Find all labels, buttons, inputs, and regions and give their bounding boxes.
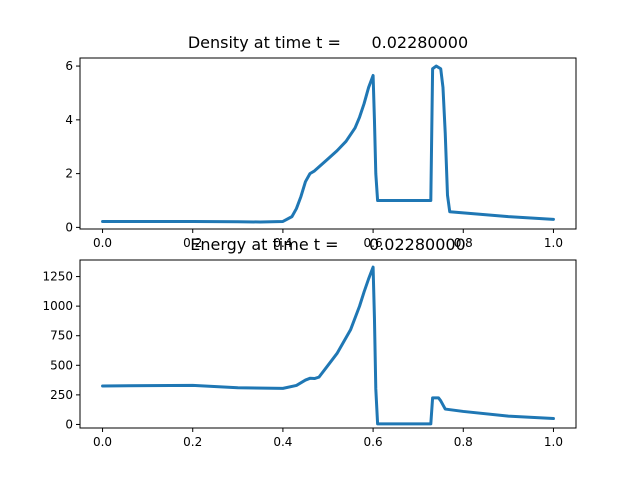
energy-x-tick-label: 0.4 [273,435,292,449]
energy-y-tick-label: 750 [50,329,73,343]
energy-y-tick-label: 1000 [42,299,73,313]
density-chart-title: Density at time t = 0.02280000 [188,33,468,52]
energy-y-tick-label: 0 [65,417,73,431]
density-y-tick-label: 2 [65,167,73,181]
energy-x-tick-label: 0.0 [93,435,112,449]
density-x-axis: 0.0 0.2 0.4 0.6 0.8 1.0 [93,229,563,250]
energy-x-axis: 0.0 0.2 0.4 0.6 0.8 1.0 [93,428,563,449]
energy-x-tick-label: 0.2 [183,435,202,449]
energy-y-axis: 0 250 500 750 1000 1250 [42,270,80,431]
energy-chart-title: Energy at time t = 0.02280000 [190,235,465,254]
density-x-tick-label: 0.8 [454,236,473,250]
energy-y-tick-label: 500 [50,358,73,372]
density-y-tick-label: 6 [65,59,73,73]
density-y-tick-label: 0 [65,220,73,234]
density-series-line [101,64,555,224]
density-x-tick-label: 0.6 [364,236,383,250]
density-axes-frame [79,57,577,230]
energy-chart: 0.0 0.2 0.4 0.6 0.8 1.0 0 250 500 750 1000 1250 En… [42,235,577,449]
density-x-tick-label: 1.0 [544,236,563,250]
energy-x-tick-label: 0.8 [454,435,473,449]
energy-axes-frame [79,259,577,429]
energy-y-tick-label: 1250 [42,270,73,284]
energy-x-tick-label: 0.6 [364,435,383,449]
density-x-tick-label: 0.0 [93,236,112,250]
energy-series-line [101,265,555,426]
density-x-tick-label: 0.2 [183,236,202,250]
density-y-axis: 0 2 4 6 [65,59,80,234]
energy-x-tick-label: 1.0 [544,435,563,449]
density-y-tick-label: 4 [65,113,73,127]
density-x-tick-label: 0.4 [273,236,292,250]
density-chart: 0.0 0.2 0.4 0.6 0.8 1.0 0 2 4 6 Density at time … [65,33,577,250]
energy-y-tick-label: 250 [50,388,73,402]
